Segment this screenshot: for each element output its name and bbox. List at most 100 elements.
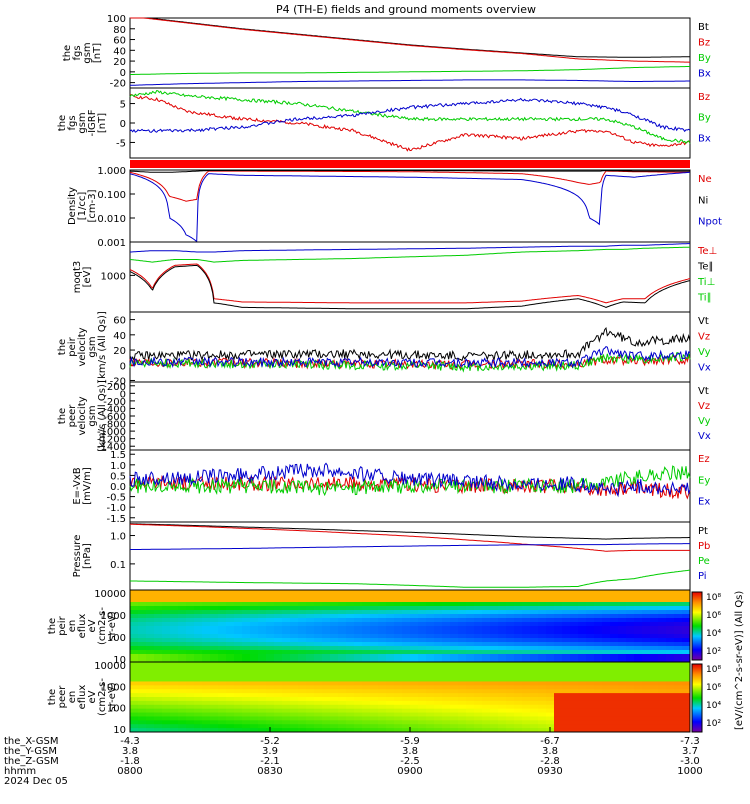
spectrogram-cell (250, 618, 259, 623)
spectrogram-cell (258, 697, 267, 702)
spectrogram-cell (618, 606, 627, 611)
spectrogram-cell (442, 610, 451, 615)
spectrogram-cell (482, 728, 491, 733)
spectrogram-cell (650, 716, 659, 721)
spectrogram-cell (602, 634, 611, 639)
spectrogram-cell (274, 642, 283, 647)
spectrogram-cell (554, 728, 563, 733)
spectrogram-cell (482, 673, 491, 679)
spectrogram-cell (242, 618, 251, 623)
spectrogram-cell (570, 689, 579, 694)
spectrogram-cell (626, 654, 635, 659)
spectrogram-cell (674, 634, 683, 639)
spectrogram-cell (226, 712, 235, 717)
spectrogram-cell (658, 602, 667, 607)
spectrogram-cell (226, 654, 235, 659)
spectrogram-cell (370, 716, 379, 721)
spectrogram-cell (282, 590, 291, 595)
spectrogram-cell (434, 606, 443, 611)
spectrogram-cell (242, 669, 251, 675)
spectrogram-cell (290, 712, 299, 717)
spectrogram-cell (394, 728, 403, 733)
spectrogram-cell (330, 634, 339, 639)
spectrogram-cell (370, 724, 379, 729)
spectrogram-cell (642, 685, 651, 690)
spectrogram-cell (258, 720, 267, 725)
spectrogram-cell (610, 685, 619, 690)
spectrogram-cell (138, 602, 147, 607)
spectrogram-cell (306, 658, 315, 663)
spectrogram-cell (578, 630, 587, 635)
spectrogram-cell (306, 677, 315, 682)
spectrogram-cell (658, 654, 667, 659)
spectrogram-cell (674, 622, 683, 627)
spectrogram-cell (434, 590, 443, 595)
spectrogram-cell (586, 716, 595, 721)
spectrogram-cell (570, 634, 579, 639)
spectrogram-cell (138, 638, 147, 643)
spectrogram-cell (642, 697, 651, 702)
spectrogram-cell (378, 685, 387, 690)
spectrogram-cell (410, 606, 419, 611)
spectrogram-cell (474, 590, 483, 595)
spectrogram-cell (394, 642, 403, 647)
spectrogram-cell (338, 618, 347, 623)
spectrogram-cell (450, 704, 459, 710)
legend-label: Te⊥ (697, 246, 717, 257)
spectrogram-cell (442, 689, 451, 694)
spectrogram-cell (482, 677, 491, 682)
spectrogram-cell (210, 673, 219, 679)
spectrogram-cell (434, 689, 443, 694)
spectrogram-cell (346, 693, 355, 698)
spectrogram-cell (130, 673, 139, 679)
spectrogram-cell (650, 654, 659, 659)
spectrogram-cell (322, 642, 331, 647)
spectrogram-cell (522, 697, 531, 702)
spectrogram-cell (330, 704, 339, 710)
spectrogram-cell (162, 689, 171, 694)
spectrogram-cell (522, 681, 531, 686)
spectrogram-cell (442, 594, 451, 599)
spectrogram-cell (362, 712, 371, 717)
spectrogram-cell (594, 728, 603, 733)
spectrogram-cell (458, 610, 467, 615)
spectrogram-cell (562, 677, 571, 682)
spectrogram-cell (146, 724, 155, 729)
spectrogram-cell (410, 654, 419, 659)
spectrogram-cell (386, 646, 395, 651)
spectrogram-cell (538, 728, 547, 733)
spectrogram-cell (370, 693, 379, 698)
spectrogram-cell (202, 665, 211, 671)
spectrogram-cell (626, 622, 635, 627)
spectrogram-cell (682, 646, 691, 651)
spectrogram-cell (378, 658, 387, 663)
spectrogram-cell (626, 720, 635, 725)
spectrogram-cell (466, 716, 475, 721)
spectrogram-cell (514, 704, 523, 710)
spectrogram-cell (490, 662, 499, 667)
spectrogram-cell (642, 626, 651, 631)
spectrogram-cell (170, 689, 179, 694)
spectrogram-cell (386, 665, 395, 671)
spectrogram-cell (242, 697, 251, 702)
spectrogram-cell (682, 654, 691, 659)
spectrogram-cell (402, 700, 411, 706)
spectrogram-cell (346, 677, 355, 682)
spectrogram-cell (402, 665, 411, 671)
y-tick-label: 0.100 (97, 190, 126, 201)
spectrogram-cell (290, 693, 299, 698)
spectrogram-cell (450, 618, 459, 623)
spectrogram-cell (370, 681, 379, 686)
spectrogram-cell (378, 669, 387, 675)
colorbar-tick: 10⁶ (706, 611, 721, 621)
spectrogram-cell (602, 700, 611, 706)
spectrogram-cell (594, 697, 603, 702)
spectrogram-cell (642, 658, 651, 663)
spectrogram-cell (618, 662, 627, 667)
spectrogram-cell (186, 594, 195, 599)
spectrogram-cell (578, 685, 587, 690)
x-tick-label: 1000 (677, 766, 702, 777)
colorbar-tick: 10² (706, 647, 721, 657)
spectrogram-cell (546, 658, 555, 663)
spectrogram-cell (490, 673, 499, 679)
